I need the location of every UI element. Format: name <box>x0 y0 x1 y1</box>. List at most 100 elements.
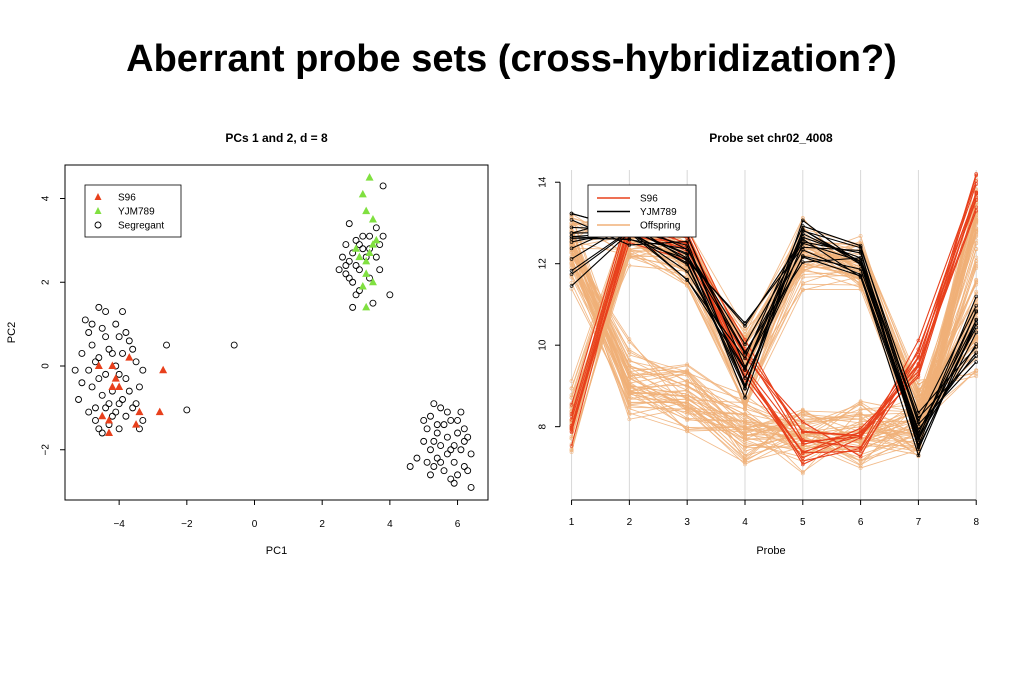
profile-point <box>743 337 747 342</box>
data-point-s96 <box>111 374 120 382</box>
data-point-segregant <box>119 349 126 357</box>
profile-point <box>627 374 632 379</box>
data-point-s96 <box>115 382 124 390</box>
profile-point <box>627 358 632 362</box>
x-tick-label: 4 <box>387 519 393 530</box>
y-tick-label: 4 <box>41 195 52 201</box>
data-point-segregant <box>430 437 438 445</box>
data-point-yjm789 <box>362 206 371 215</box>
profile-point <box>569 218 574 222</box>
profile-point <box>800 432 805 437</box>
data-point-segregant <box>464 467 472 475</box>
profile-point <box>685 278 689 282</box>
data-point-segregant <box>376 241 384 249</box>
data-point-segregant <box>345 220 353 228</box>
profile-point <box>743 332 747 337</box>
offspring-line <box>571 179 977 465</box>
x-tick-label: 0 <box>252 519 258 530</box>
profile-point <box>800 260 805 265</box>
profile-point <box>800 227 805 232</box>
profile-point <box>743 425 747 430</box>
profile-point <box>743 456 747 460</box>
profile-point <box>858 251 863 255</box>
data-point-segregant <box>105 345 113 353</box>
data-point-s96 <box>155 407 164 416</box>
profile-point <box>800 275 805 280</box>
profile-point <box>916 354 921 359</box>
data-point-segregant <box>342 262 350 269</box>
data-point-segregant <box>457 446 465 454</box>
y-tick-label: 0 <box>41 363 52 369</box>
legend-label: YJM789 <box>118 207 155 218</box>
y-tick-label: 8 <box>538 423 549 429</box>
profile-point <box>974 266 979 271</box>
profile-point <box>800 255 805 259</box>
data-point-segregant <box>447 446 455 454</box>
profile-point <box>743 420 747 425</box>
data-point-yjm789 <box>358 189 367 198</box>
profile-point <box>685 247 689 252</box>
data-point-segregant <box>372 253 380 261</box>
profile-point <box>743 376 747 380</box>
profile-point <box>627 406 632 411</box>
profile-point <box>974 205 979 210</box>
plot-title: PCs 1 and 2, d = 8 <box>225 131 328 145</box>
profile-point <box>685 404 690 409</box>
profile-point <box>800 287 805 292</box>
data-point-segregant <box>427 446 434 454</box>
legend: S96 YJM789 Segregant <box>84 184 182 238</box>
profile-point <box>974 339 979 344</box>
x-tick-label: 3 <box>684 517 690 528</box>
data-point-segregant <box>95 303 103 311</box>
data-point-segregant <box>372 224 380 232</box>
profile-point <box>685 258 689 263</box>
data-point-segregant <box>454 471 461 479</box>
data-point-segregant <box>467 450 475 458</box>
data-point-segregant <box>105 400 113 408</box>
data-point-s96 <box>132 420 141 428</box>
legend-label: S96 <box>118 193 136 204</box>
profile-point <box>858 458 863 463</box>
profile-point <box>569 386 574 391</box>
data-point-segregant <box>102 404 110 412</box>
profile-point <box>858 399 863 404</box>
data-point-segregant <box>379 182 387 190</box>
data-point-s96 <box>159 365 168 374</box>
profile-point <box>800 245 805 250</box>
data-point-s96 <box>135 407 144 416</box>
offspring-line <box>571 219 977 454</box>
profile-point <box>974 350 979 355</box>
profile-point <box>974 318 979 323</box>
data-point-segregant <box>135 383 143 391</box>
profile-point <box>569 225 574 230</box>
profile-point <box>743 366 747 371</box>
data-point-segregant <box>376 266 384 274</box>
profile-point <box>974 173 979 178</box>
profile-point <box>974 182 979 186</box>
legend-marker <box>94 221 102 229</box>
data-point-segregant <box>457 408 465 416</box>
x-tick-label: 7 <box>916 517 922 528</box>
legend-box <box>84 184 182 238</box>
profile-point <box>743 386 747 391</box>
profile-point <box>569 261 574 266</box>
profile-point <box>685 425 690 430</box>
data-point-segregant <box>433 421 441 429</box>
profile-point <box>569 236 574 241</box>
data-point-segregant <box>88 383 96 391</box>
profile-point <box>627 237 632 241</box>
profile-point <box>743 326 747 331</box>
data-point-segregant <box>92 416 99 424</box>
profile-point <box>858 454 863 459</box>
data-point-segregant <box>447 416 455 424</box>
data-point-segregant <box>430 400 438 408</box>
profile-point <box>974 354 979 358</box>
data-point-s96 <box>94 361 103 369</box>
y-tick-label: 14 <box>538 176 549 188</box>
data-point-segregant <box>355 287 363 295</box>
profile-point <box>569 246 574 251</box>
profile-point <box>743 449 747 454</box>
offspring-line <box>571 214 977 448</box>
profile-point <box>974 360 979 364</box>
